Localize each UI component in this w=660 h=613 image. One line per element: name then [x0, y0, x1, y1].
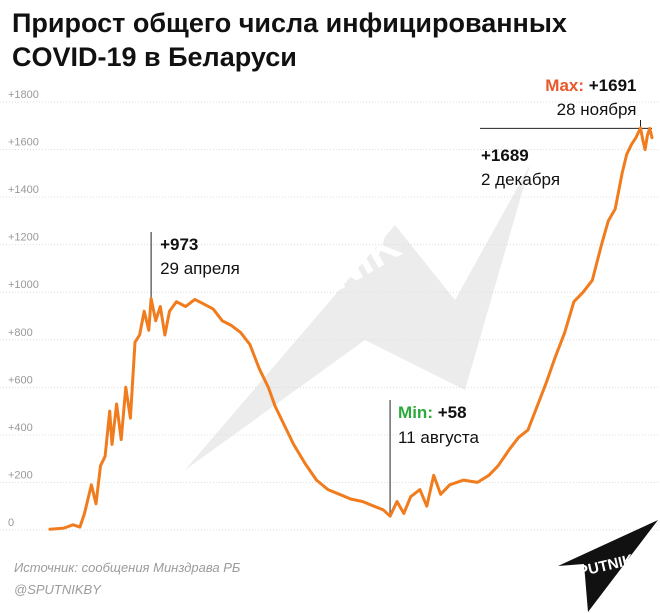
min-value-label: Min: +58	[398, 403, 467, 422]
series-line	[48, 126, 654, 531]
chart-title-line-2: COVID-19 в Беларуси	[12, 42, 297, 72]
sputnik-logo-arrow-icon	[558, 520, 658, 612]
y-axis-tick-labels: 0 +200 +400 +600 +800 +1000 +1200 +1400 +1600 +18…	[8, 89, 39, 529]
y-tick-label: 0	[8, 517, 14, 529]
sputnik-logo: SPUTNIK	[558, 520, 658, 612]
last-value-label: +1689	[481, 146, 529, 165]
y-tick-label: +400	[8, 422, 33, 434]
source-note: Источник: сообщения Минздрава РБ	[14, 560, 241, 575]
annotations: +973 29 апреля Min: +58 11 августа Max: +169…	[150, 76, 652, 517]
min-date-label: 11 августа	[398, 428, 479, 447]
y-tick-label: +200	[8, 469, 33, 481]
peak-date-label: 29 апреля	[160, 259, 240, 278]
last-date-label: 2 декабря	[481, 170, 560, 189]
y-tick-label: +1200	[8, 232, 39, 244]
y-tick-label: +1600	[8, 137, 39, 149]
y-tick-label: +600	[8, 374, 33, 386]
max-value-label: Max: +1691	[545, 76, 636, 95]
sputnik-watermark: SPUTNIK	[185, 165, 530, 470]
y-tick-label: +1000	[8, 279, 39, 291]
grid-lines	[0, 101, 660, 531]
series-group	[48, 126, 654, 531]
y-tick-label: +1800	[8, 89, 39, 101]
peak-value-label: +973	[160, 235, 198, 254]
max-date-label: 28 ноября	[557, 100, 637, 119]
y-tick-label: +1400	[8, 184, 39, 196]
y-tick-label: +800	[8, 327, 33, 339]
twitter-handle: @SPUTNIKBY	[14, 582, 101, 597]
chart-title-line-1: Прирост общего числа инфицированных	[12, 8, 567, 38]
chart-title: Прирост общего числа инфицированных COVI…	[12, 6, 632, 74]
